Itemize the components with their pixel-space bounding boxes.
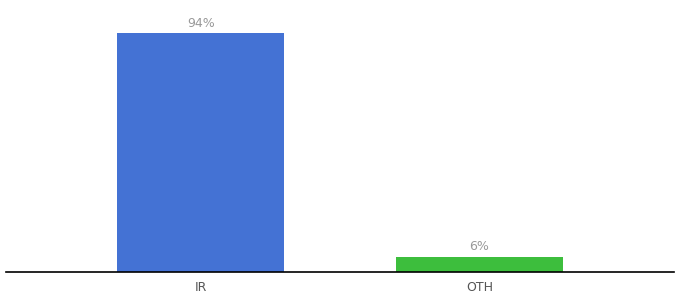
Text: 94%: 94%	[187, 16, 214, 30]
Bar	[396, 256, 563, 272]
Text: 6%: 6%	[469, 240, 490, 253]
Bar	[117, 33, 284, 272]
